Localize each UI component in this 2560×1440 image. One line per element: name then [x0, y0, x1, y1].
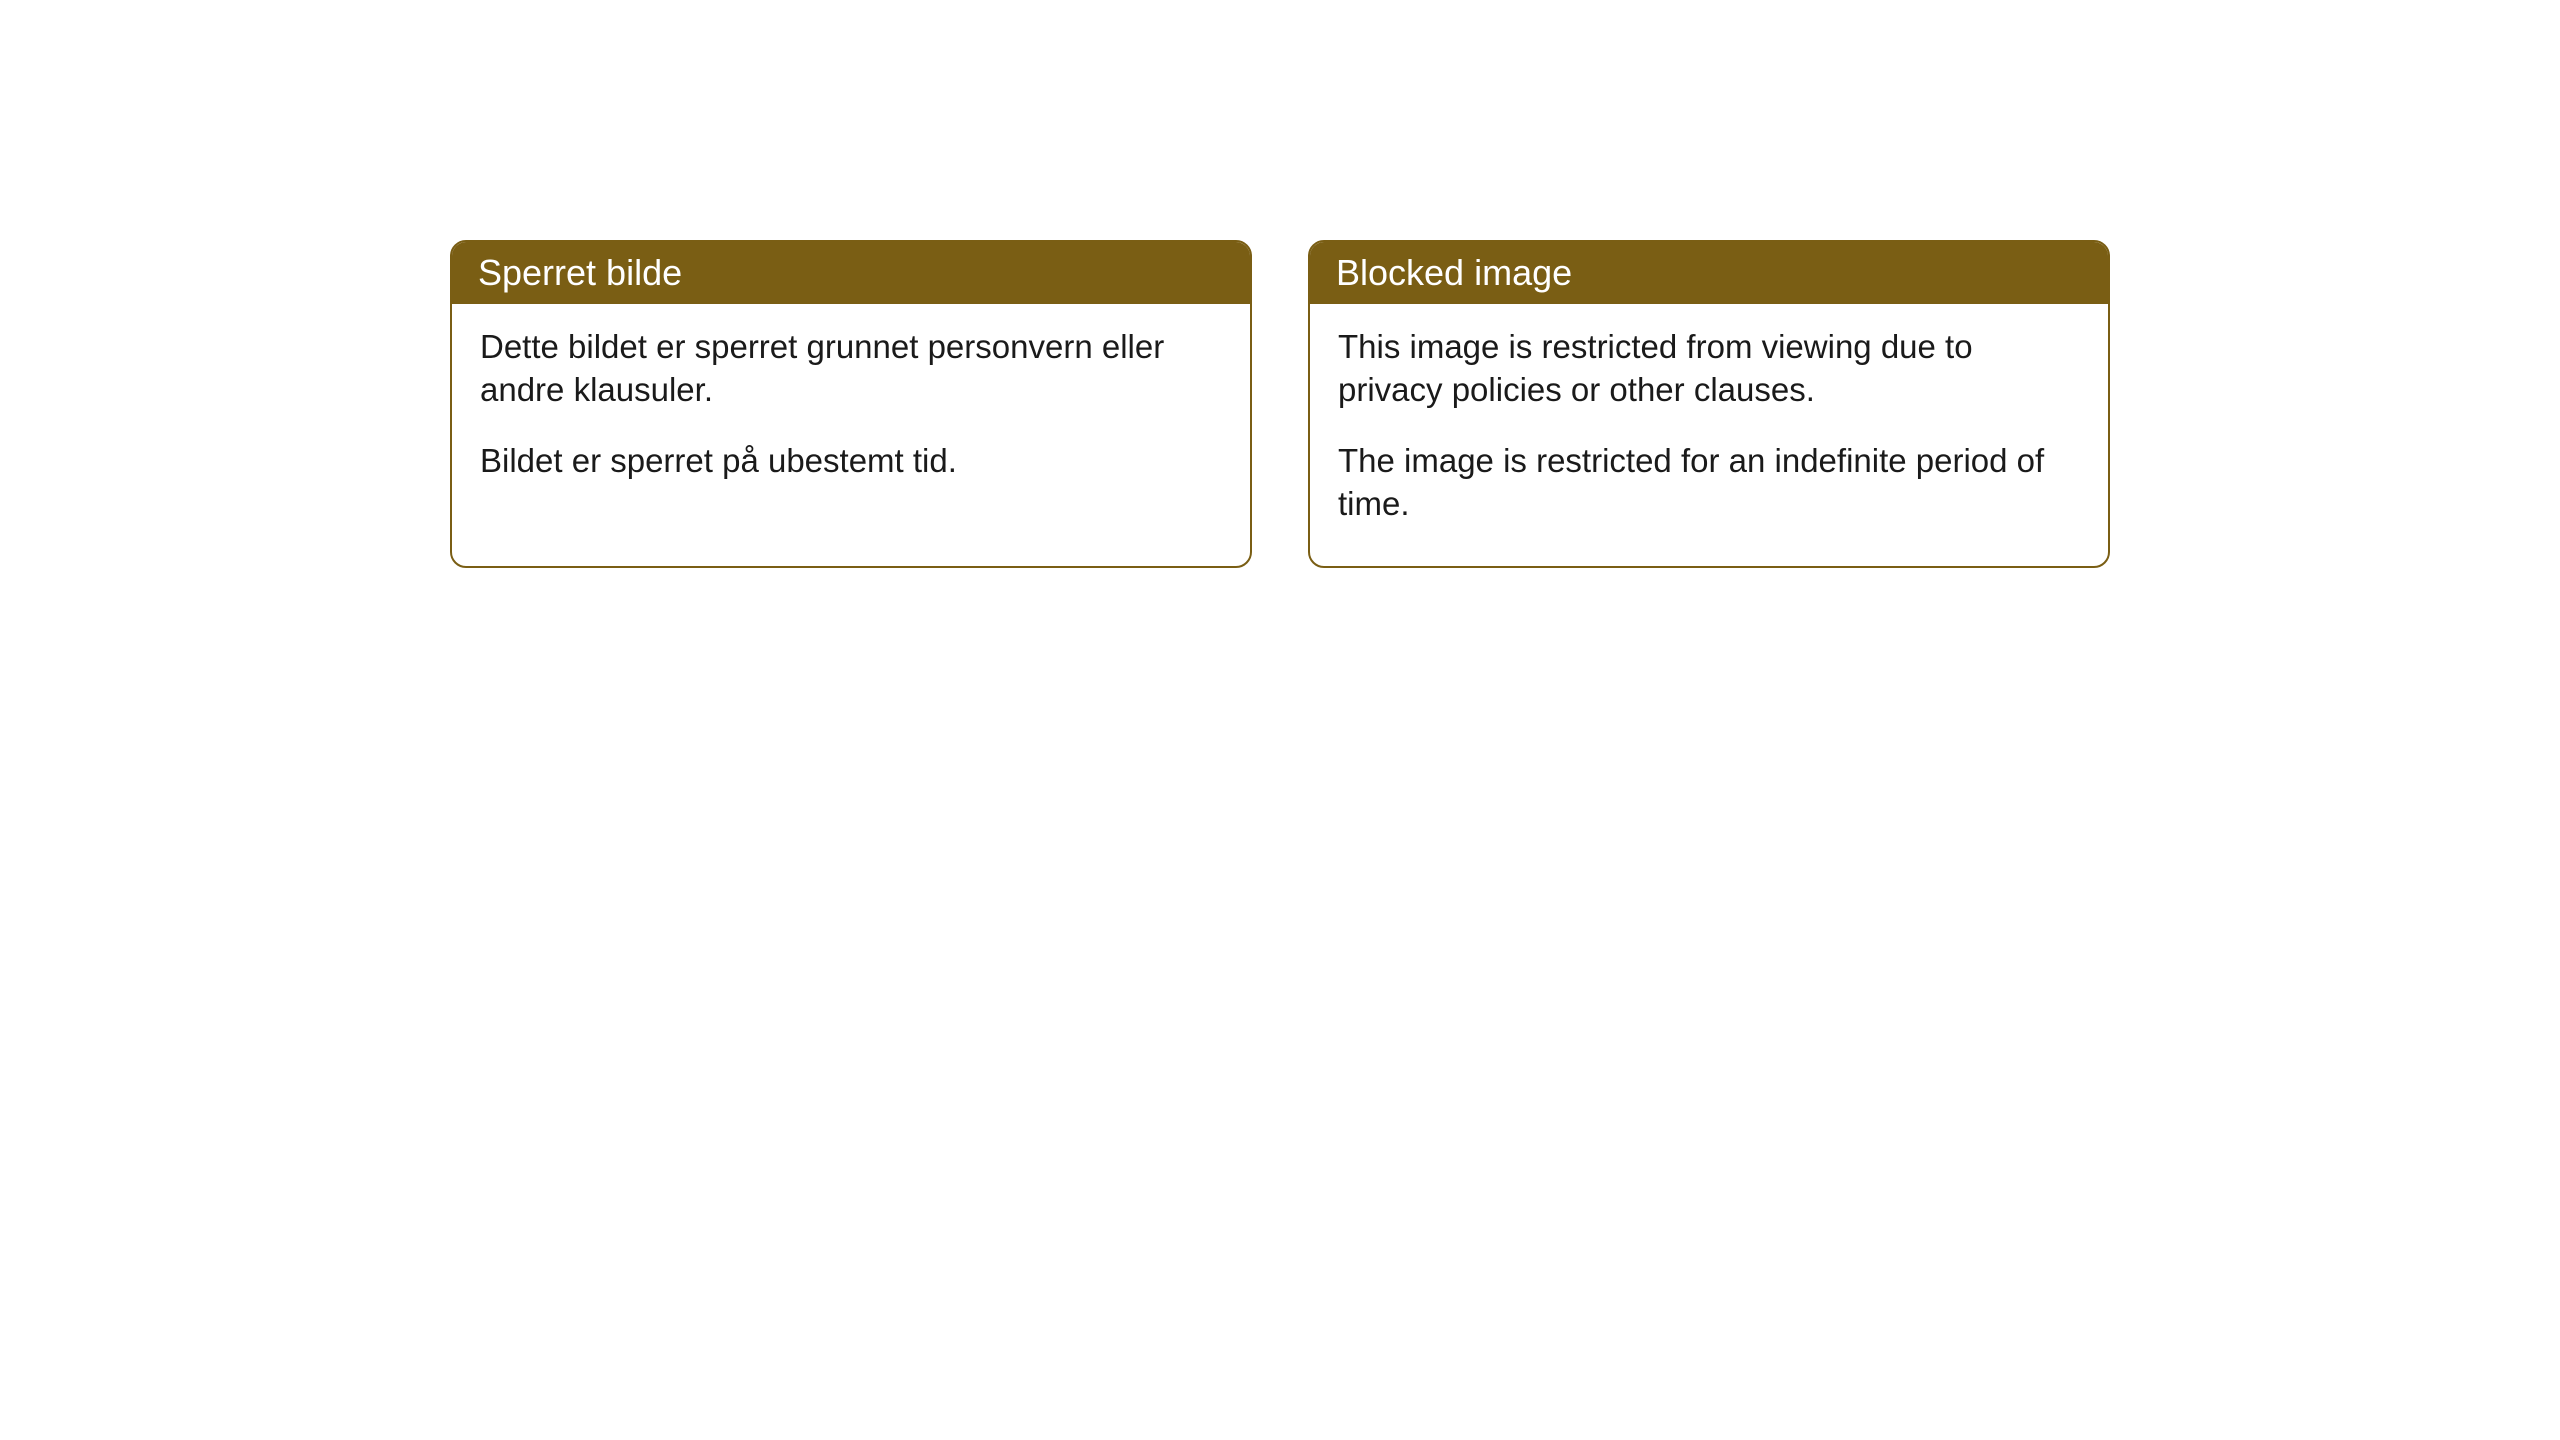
- card-header-english: Blocked image: [1310, 242, 2108, 304]
- card-title-english: Blocked image: [1336, 252, 1572, 293]
- card-title-norwegian: Sperret bilde: [478, 252, 682, 293]
- card-paragraph2-norwegian: Bildet er sperret på ubestemt tid.: [480, 440, 1222, 483]
- card-paragraph2-english: The image is restricted for an indefinit…: [1338, 440, 2080, 526]
- card-header-norwegian: Sperret bilde: [452, 242, 1250, 304]
- card-body-norwegian: Dette bildet er sperret grunnet personve…: [452, 304, 1250, 523]
- card-body-english: This image is restricted from viewing du…: [1310, 304, 2108, 566]
- cards-container: Sperret bilde Dette bildet er sperret gr…: [450, 240, 2560, 568]
- card-paragraph1-english: This image is restricted from viewing du…: [1338, 326, 2080, 412]
- card-english: Blocked image This image is restricted f…: [1308, 240, 2110, 568]
- card-norwegian: Sperret bilde Dette bildet er sperret gr…: [450, 240, 1252, 568]
- card-paragraph1-norwegian: Dette bildet er sperret grunnet personve…: [480, 326, 1222, 412]
